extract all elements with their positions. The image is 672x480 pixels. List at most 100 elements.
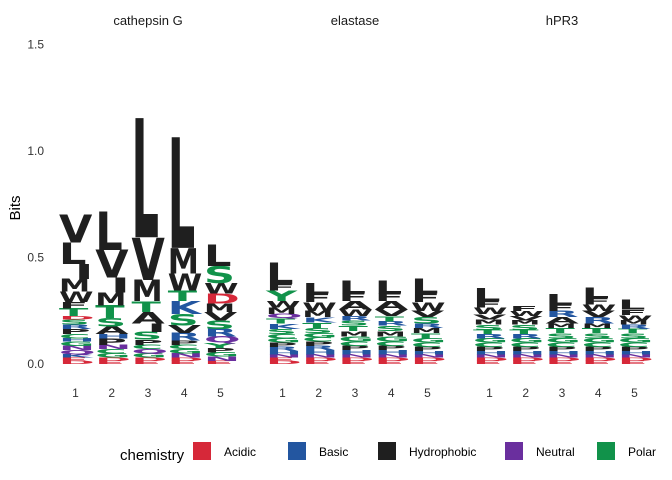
logo-letter: E: [59, 357, 88, 362]
logo-letter: S: [546, 332, 577, 341]
logo-letter: C: [302, 336, 334, 343]
logo-letter: L: [59, 237, 86, 271]
logo-letter: C: [582, 342, 614, 349]
logo-letter: F: [582, 296, 611, 306]
logo-letter: S: [375, 324, 406, 333]
logo-letter: F: [375, 292, 404, 304]
logo-letter: A: [339, 299, 373, 312]
logo-letter: S: [168, 311, 199, 330]
logo-letter: G: [132, 352, 167, 359]
legend-label: Acidic: [224, 445, 256, 459]
logo-letter: C: [59, 333, 91, 340]
logo-letter: V: [411, 309, 444, 319]
logo-letter: P: [618, 346, 650, 353]
logo-letter: D: [266, 360, 302, 365]
logo-letter: T: [168, 288, 197, 305]
logo-letter: L: [168, 108, 195, 285]
legend-key: [288, 442, 306, 460]
logo-letter: N: [473, 354, 509, 359]
logo-letter: S: [132, 330, 163, 342]
logo-letter: N: [582, 354, 618, 359]
logo-letter: W: [59, 288, 94, 305]
logo-letter: P: [302, 341, 334, 348]
panel-title: hPR3: [546, 13, 579, 28]
legend-label: Basic: [319, 445, 348, 459]
logo-letter: T: [132, 298, 161, 315]
logo-letter: E: [509, 360, 538, 365]
logo-letter: M: [509, 319, 540, 326]
y-tick-label: 0.5: [27, 251, 44, 265]
logo-letter: M: [339, 330, 370, 338]
logo-letter: W: [339, 308, 374, 318]
logo-letter: R: [59, 324, 93, 331]
x-tick-label: 2: [315, 386, 322, 400]
logo-letter: S: [618, 332, 649, 341]
logo-letter: E: [473, 360, 502, 365]
logo-letter: L: [618, 297, 645, 313]
legend: chemistry Acidic Basic Hydrophobic Neutral P…: [120, 442, 656, 464]
logo-letter: C: [132, 344, 164, 351]
logo-letter: C: [509, 342, 541, 349]
logo-letter: E: [302, 360, 331, 365]
logo-panels: cathepsin G1DEKQNGHCPRSDTFWMILV2EDGCNPHA…: [59, 13, 654, 400]
logo-letter: N: [266, 354, 302, 359]
logo-letter: S: [59, 318, 90, 327]
logo-letter: D: [339, 357, 375, 362]
logo-letter: R: [375, 320, 409, 327]
logo-letter: D: [473, 357, 509, 362]
logo-letter: A: [95, 325, 129, 337]
logo-letter: M: [204, 301, 235, 315]
legend-label: Hydrophobic: [409, 445, 476, 459]
logo-letter: G: [509, 337, 544, 344]
logo-letter: P: [582, 346, 614, 353]
logo-letter: E: [582, 360, 611, 365]
x-tick-label: 2: [108, 386, 115, 400]
logo-letter: D: [546, 357, 582, 362]
logo-letter: H: [473, 351, 509, 356]
logo-letter: L: [473, 285, 501, 306]
logo-letter: V: [59, 207, 93, 252]
logo-letter: G: [546, 337, 581, 344]
logo-letter: E: [266, 357, 295, 362]
logo-letter: W: [266, 300, 301, 310]
logo-letter: D: [168, 357, 204, 362]
logo-letter: L: [204, 239, 231, 273]
logo-letter: D: [375, 357, 411, 362]
logo-letter: G: [473, 337, 508, 344]
logo-letter: Q: [132, 348, 169, 355]
logo-letter: R: [302, 345, 336, 352]
logo-letter: G: [168, 348, 203, 355]
logo-letter: P: [375, 345, 407, 352]
logo-letter: R: [618, 324, 652, 331]
logo-letter: T: [59, 307, 89, 319]
x-tick-label: 3: [352, 386, 359, 400]
logo-letter: W: [302, 300, 337, 314]
logo-letter: S: [266, 328, 297, 337]
logo-letter: D: [411, 357, 447, 362]
legend-key: [505, 442, 523, 460]
logo-letter: H: [266, 351, 302, 356]
logo-letter: P: [266, 342, 298, 349]
logo-letter: D: [302, 357, 338, 362]
logo-letter: M: [582, 323, 613, 330]
logo-letter: S: [204, 262, 235, 289]
logo-letter: W: [473, 306, 508, 316]
logo-letter: M: [266, 306, 297, 316]
logo-letter: N: [509, 354, 545, 359]
logo-letter: N: [546, 354, 582, 359]
logo-letter: A: [375, 299, 409, 312]
logo-letter: P: [204, 347, 236, 354]
logo-letter: G: [339, 335, 374, 344]
logo-letter: G: [59, 341, 94, 348]
logo-letter: Q: [59, 349, 96, 356]
logo-letter: E: [546, 360, 575, 365]
logo-letter: G: [95, 352, 130, 359]
logo-letter: T: [582, 327, 611, 336]
logo-letter: N: [618, 354, 654, 359]
logo-letter: E: [375, 360, 404, 365]
legend-key: [597, 442, 615, 460]
logo-letter: D: [582, 357, 618, 362]
x-tick-label: 5: [217, 386, 224, 400]
logo-letter: F: [509, 304, 538, 313]
x-tick-label: 4: [388, 386, 395, 400]
